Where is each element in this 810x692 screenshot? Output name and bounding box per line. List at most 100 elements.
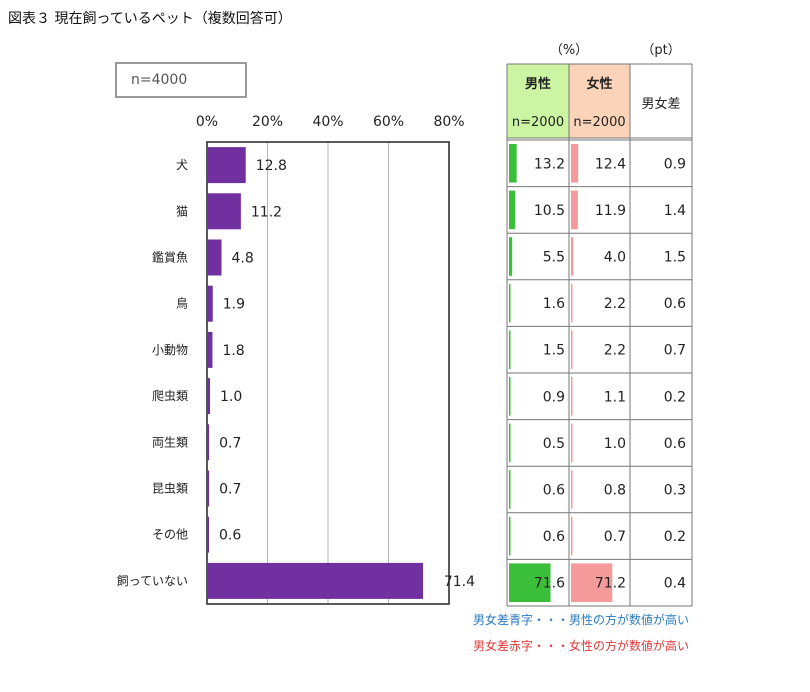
chart-title: 図表３ 現在飼っているペット（複数回答可） — [8, 11, 292, 27]
male-value-bar — [509, 377, 511, 416]
male-value: 10.5 — [534, 203, 565, 219]
plot-frame — [206, 141, 450, 605]
category-label: 犬 — [176, 158, 188, 172]
category-label: 爬虫類 — [152, 389, 188, 403]
sample-size-box: n=4000 — [115, 62, 247, 98]
data-label: 1.8 — [222, 343, 244, 359]
male-header-bg — [507, 64, 569, 138]
data-label: 12.8 — [256, 158, 287, 174]
data-label: 71.4 — [444, 574, 475, 590]
male-value-bar — [509, 190, 516, 230]
unit-pt: （pt） — [641, 43, 680, 58]
gender-diff-value: 0.4 — [664, 576, 686, 592]
bar — [207, 470, 210, 507]
gender-diff-value: 0.2 — [664, 389, 686, 405]
gender-diff-value: 0.3 — [664, 483, 686, 499]
female-value: 2.2 — [604, 343, 626, 359]
male-value-bar — [509, 516, 511, 556]
bar — [207, 285, 213, 322]
male-value-bar — [509, 144, 517, 183]
category-label: 鑑賞魚 — [152, 250, 188, 265]
data-label: 4.8 — [232, 251, 254, 267]
female-value-bar — [571, 190, 578, 230]
category-label: 猫 — [176, 204, 188, 218]
female-value-bar — [571, 563, 613, 602]
female-value: 0.8 — [604, 483, 626, 499]
bar — [207, 331, 213, 368]
female-value-bar — [571, 144, 579, 183]
female-value: 2.2 — [604, 296, 626, 312]
female-value-bar — [571, 283, 573, 323]
female-value-bar — [571, 377, 573, 416]
male-header: 男性 — [525, 76, 551, 92]
bar — [207, 193, 241, 230]
data-label: 11.2 — [251, 204, 282, 220]
gender-diff-value: 0.6 — [664, 296, 686, 312]
gender-diff-value: 1.5 — [664, 250, 686, 266]
data-label: 1.0 — [220, 389, 242, 405]
female-value-bar — [571, 330, 573, 369]
bar — [207, 424, 210, 461]
gender-diff-value: 0.7 — [664, 343, 686, 359]
female-header-bg — [569, 64, 630, 138]
category-label: 鳥 — [176, 296, 188, 311]
x-tick-label: 20% — [252, 114, 283, 130]
male-value: 0.6 — [543, 483, 565, 499]
gender-diff-value: 0.9 — [664, 156, 686, 172]
female-value: 1.0 — [604, 436, 626, 452]
x-tick-label: 60% — [373, 114, 404, 130]
female-value: 12.4 — [595, 156, 626, 172]
data-label: 0.6 — [219, 528, 241, 544]
female-value-bar — [571, 237, 574, 276]
male-value: 0.5 — [543, 436, 565, 452]
male-value: 1.6 — [543, 296, 565, 312]
x-tick-label: 80% — [433, 114, 464, 130]
diff-header: 男女差 — [641, 96, 680, 112]
male-value-bar — [509, 283, 511, 323]
female-value: 1.1 — [604, 389, 626, 405]
gender-diff-value: 1.4 — [664, 203, 686, 219]
note-red: 男女差赤字・・・女性の方が数値が高い — [473, 638, 689, 653]
male-value-bar — [509, 470, 511, 509]
x-tick-label: 0% — [196, 114, 218, 130]
category-label: その他 — [152, 528, 188, 542]
bar — [207, 378, 211, 415]
male-value: 5.5 — [543, 250, 565, 266]
male-value: 13.2 — [534, 156, 565, 172]
male-value: 0.6 — [543, 529, 565, 545]
male-value-bar — [509, 330, 511, 369]
bar — [207, 239, 222, 276]
data-label: 0.7 — [219, 435, 241, 451]
female-value: 4.0 — [604, 250, 626, 266]
data-label: 1.9 — [223, 297, 245, 313]
male-value-bar — [509, 423, 511, 463]
male-value: 0.9 — [543, 389, 565, 405]
data-label: 0.7 — [219, 482, 241, 498]
female-header: 女性 — [586, 76, 612, 92]
category-label: 飼っていない — [117, 573, 188, 588]
male-value-bar — [509, 237, 513, 276]
note-blue: 男女差青字・・・男性の方が数値が高い — [473, 612, 689, 627]
female-value-bar — [571, 516, 573, 556]
male-value: 1.5 — [543, 343, 565, 359]
bar — [207, 562, 423, 599]
female-sample-size: n=2000 — [573, 115, 625, 130]
category-label: 昆虫類 — [152, 482, 188, 496]
bar — [207, 516, 209, 553]
female-value-bar — [571, 423, 573, 463]
male-sample-size: n=2000 — [512, 115, 564, 130]
female-value: 71.2 — [595, 576, 626, 592]
male-value-bar — [509, 563, 551, 602]
category-label: 小動物 — [152, 343, 188, 357]
gender-diff-value: 0.6 — [664, 436, 686, 452]
x-tick-label: 40% — [312, 114, 343, 130]
bar — [207, 147, 246, 184]
female-value: 11.9 — [595, 203, 626, 219]
unit-percent: （%） — [550, 43, 588, 58]
category-label: 両生類 — [152, 435, 188, 449]
male-value: 71.6 — [534, 576, 565, 592]
female-value: 0.7 — [604, 529, 626, 545]
female-value-bar — [571, 470, 573, 509]
gender-diff-value: 0.2 — [664, 529, 686, 545]
